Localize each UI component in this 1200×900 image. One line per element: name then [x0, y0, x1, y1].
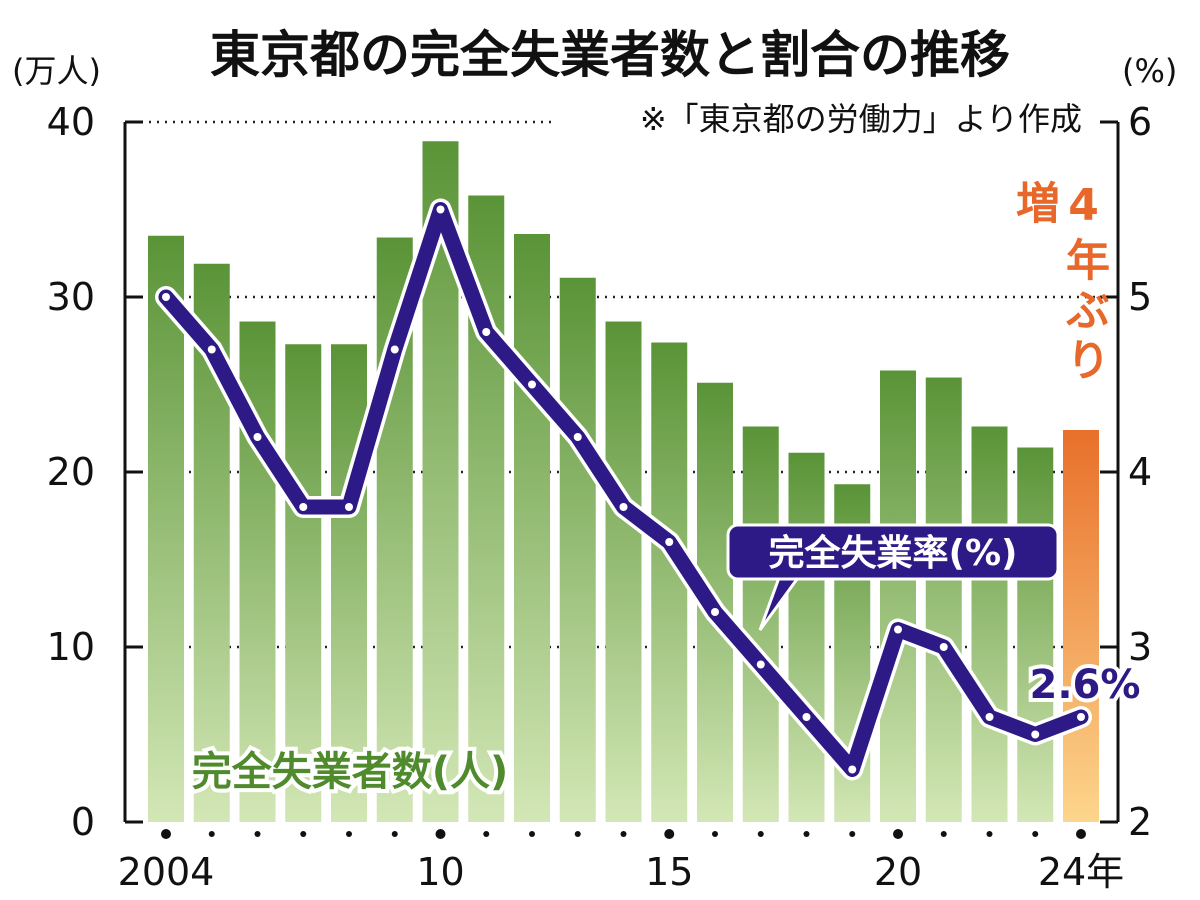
rate-point-2015 — [665, 538, 674, 546]
rate-point-2014 — [619, 503, 628, 511]
left-axis-unit: (万人) — [12, 52, 101, 90]
rate-point-2004 — [162, 293, 170, 301]
bar-2023 — [1017, 447, 1054, 822]
x-tick-dot — [893, 829, 903, 839]
x-tick-dot — [757, 831, 764, 837]
count-series-label: 完全失業者数(人) — [192, 749, 509, 795]
x-tick-dot — [529, 831, 535, 837]
bar-2004 — [148, 235, 184, 822]
rate-point-2007 — [299, 503, 308, 511]
callout-box — [726, 523, 1060, 581]
rate-point-2018 — [802, 713, 811, 721]
bar-2008 — [331, 344, 367, 822]
bar-2007 — [285, 344, 322, 822]
left-tick-label: 20 — [47, 450, 95, 494]
x-tick-dot — [940, 831, 947, 837]
x-tick-dot — [254, 831, 261, 837]
rate-point-2023 — [1031, 730, 1040, 739]
rate-callout: 完全失業率(%) — [726, 523, 1060, 631]
left-tick-label: 40 — [47, 100, 95, 144]
last-value-label: 2.6% — [1030, 662, 1141, 708]
source-note: ※「東京都の労働力」より作成 — [640, 100, 1082, 138]
rate-point-2017 — [756, 660, 765, 669]
right-axis-unit: (%) — [1122, 52, 1177, 90]
x-tick-label: 15 — [645, 850, 693, 894]
rate-point-2022 — [985, 713, 994, 721]
bar-2021 — [925, 377, 962, 822]
x-tick-label: 10 — [416, 850, 464, 894]
x-tick-label: 2004 — [118, 850, 215, 894]
rate-point-2009 — [390, 345, 399, 354]
rate-point-2013 — [573, 433, 582, 441]
right-tick-label: 2 — [1128, 800, 1152, 844]
bar-2022 — [971, 426, 1008, 822]
x-tick-dot — [300, 831, 307, 837]
left-tick-label: 30 — [47, 275, 95, 319]
bar-2024 — [1063, 430, 1099, 822]
x-tick-dot — [1032, 831, 1039, 837]
x-tick-dot — [574, 831, 581, 837]
right-tick-label: 3 — [1128, 625, 1152, 669]
right-tick-label: 4 — [1128, 450, 1152, 494]
x-tick-dot — [161, 829, 171, 839]
rate-point-2006 — [253, 433, 262, 441]
left-tick-label: 0 — [71, 800, 95, 844]
rate-point-2019 — [848, 765, 857, 774]
x-tick-dot — [391, 831, 398, 837]
bar-2013 — [559, 277, 596, 822]
rate-point-2016 — [711, 608, 719, 616]
x-tick-dot — [483, 831, 490, 837]
rate-point-2010 — [436, 205, 445, 214]
chart-title: 東京都の完全失業者数と割合の推移 — [210, 26, 1010, 84]
rate-series-label: 完全失業率(%) — [769, 532, 1018, 574]
x-tick-dot — [208, 831, 215, 837]
rate-point-2005 — [207, 345, 216, 354]
x-tick-dot — [712, 831, 718, 837]
rate-point-2021 — [939, 643, 948, 651]
note-background — [555, 98, 1095, 138]
x-tick-label: 24年 — [1038, 850, 1124, 894]
rate-point-2012 — [528, 380, 536, 389]
bar-2015 — [651, 342, 688, 822]
x-tick-label: 20 — [874, 850, 922, 894]
x-tick-dot — [849, 831, 856, 837]
rate-point-2011 — [482, 328, 491, 336]
bar-2020 — [880, 370, 916, 822]
right-tick-label: 5 — [1128, 275, 1152, 319]
x-tick-dot — [803, 831, 810, 837]
left-tick-label: 10 — [47, 625, 95, 669]
highlight-annotation: 4年ぶり増 — [1008, 180, 1109, 387]
x-tick-dot — [620, 831, 627, 837]
rate-point-2020 — [894, 625, 902, 634]
x-tick-dot — [1076, 829, 1086, 839]
x-tick-dot — [986, 831, 993, 837]
bar-2018 — [788, 452, 825, 822]
rate-point-2024 — [1077, 713, 1085, 721]
x-tick-dot — [435, 829, 446, 839]
rate-point-2008 — [345, 503, 353, 511]
bar-2014 — [605, 321, 642, 822]
right-tick-label: 6 — [1128, 100, 1152, 144]
x-tick-dot — [346, 831, 352, 837]
x-tick-dot — [664, 829, 675, 839]
bar-2012 — [514, 234, 550, 822]
